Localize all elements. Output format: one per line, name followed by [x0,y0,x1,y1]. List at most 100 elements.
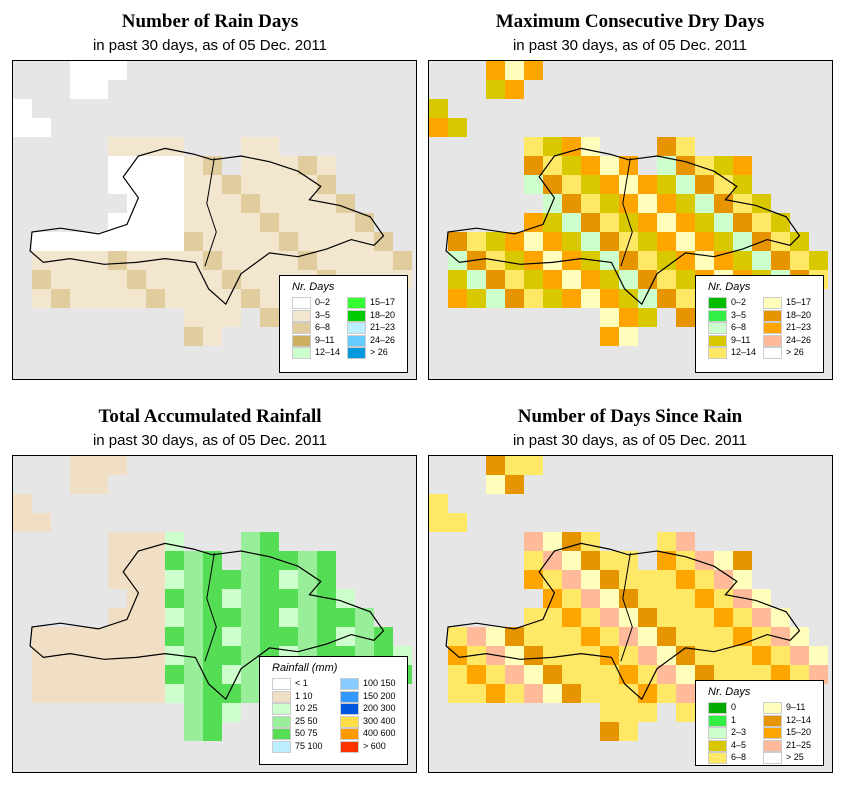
grid-cell [581,137,600,156]
grid-cell [222,646,241,665]
grid-cell [600,722,619,741]
grid-cell [638,646,657,665]
grid-cell [165,570,184,589]
grid-cell [127,665,146,684]
grid-cell [203,684,222,703]
legend-title: Rainfall (mm) [272,662,338,674]
grid-cell [127,137,146,156]
panel-total-rainfall: Total Accumulated Rainfall in past 30 da… [0,396,420,786]
panel-subtitle: in past 30 days, as of 05 Dec. 2011 [512,432,748,449]
grid-cell [752,251,771,270]
legend-item: 18–20 [347,309,395,322]
grid-cell [600,194,619,213]
grid-cell [146,684,165,703]
grid-cell [581,551,600,570]
grid-cell [733,156,752,175]
grid-cell [714,213,733,232]
grid-cell [543,551,562,570]
grid-cell [467,270,486,289]
grid-cell [317,232,336,251]
grid-cell [203,232,222,251]
grid-cell [524,213,543,232]
grid-cell [70,665,89,684]
legend-label: 3–5 [731,309,747,320]
grid-cell [222,194,241,213]
legend-item: 1 10 [272,690,313,703]
grid-cell [374,232,393,251]
grid-cell [657,251,676,270]
grid-cell [676,175,695,194]
grid-cell [543,270,562,289]
grid-cell [51,627,70,646]
grid-cell [543,627,562,646]
grid-cell [89,684,108,703]
grid-cell [562,289,581,308]
grid-cell [108,137,127,156]
grid-cell [260,156,279,175]
legend-label: 2–3 [731,727,747,737]
grid-cell [714,570,733,589]
grid-cell [505,80,524,99]
grid-cell [657,589,676,608]
grid-cell [619,589,638,608]
grid-cell [790,646,809,665]
grid-cell [562,156,581,175]
island-outline [445,542,801,701]
grid-cell [279,627,298,646]
grid-cell [676,137,695,156]
grid-cell [336,589,355,608]
grid-cell [260,627,279,646]
grid-cell [676,156,695,175]
grid-cell [70,684,89,703]
legend-item: 12–14 [763,714,811,727]
country-border [204,157,217,267]
grid-cell [581,608,600,627]
grid-cell [127,251,146,270]
grid-cell [562,175,581,194]
grid-cell [505,61,524,80]
grid-cell [543,175,562,194]
grid-cell [600,270,619,289]
grid-cell [657,175,676,194]
grid-cell [203,251,222,270]
legend-label: 4–5 [731,739,747,750]
grid-cell [165,156,184,175]
legend-label: 24–26 [786,334,812,345]
grid-cell [619,213,638,232]
grid-cell [505,289,524,308]
grid-cell [298,608,317,627]
grid-cell [108,551,127,570]
legend-item: 4–5 [708,739,747,752]
grid-cell [600,551,619,570]
grid-cell [13,118,32,137]
legend-item: 9–11 [708,334,751,347]
legend-item: 150 200 [340,690,396,703]
grid-cell [638,308,657,327]
grid-cell [790,627,809,646]
legend-item: 75 100 [272,740,323,753]
grid-cell [562,665,581,684]
grid-cell [184,213,203,232]
legend-item: 6–8 [708,322,746,334]
grid-cell [714,627,733,646]
panel-days-since-rain: Number of Days Since Rain in past 30 day… [420,396,840,786]
grid-cell [638,232,657,251]
legend-label: 12–14 [315,347,341,357]
grid-cell [638,570,657,589]
legend-label: > 600 [363,740,386,751]
legend-label: 9–11 [731,334,751,345]
grid-cell [146,646,165,665]
grid-cell [543,684,562,703]
grid-cell [165,270,184,289]
legend-swatch [340,703,359,715]
grid-cell [184,156,203,175]
grid-cell [600,646,619,665]
grid-cell [260,570,279,589]
legend-swatch [708,727,727,739]
grid-cell [581,270,600,289]
grid-cell [108,289,127,308]
legend-item: 6–8 [708,752,746,764]
grid-cell [184,270,203,289]
grid-cell [89,289,108,308]
grid-cell [184,722,203,741]
